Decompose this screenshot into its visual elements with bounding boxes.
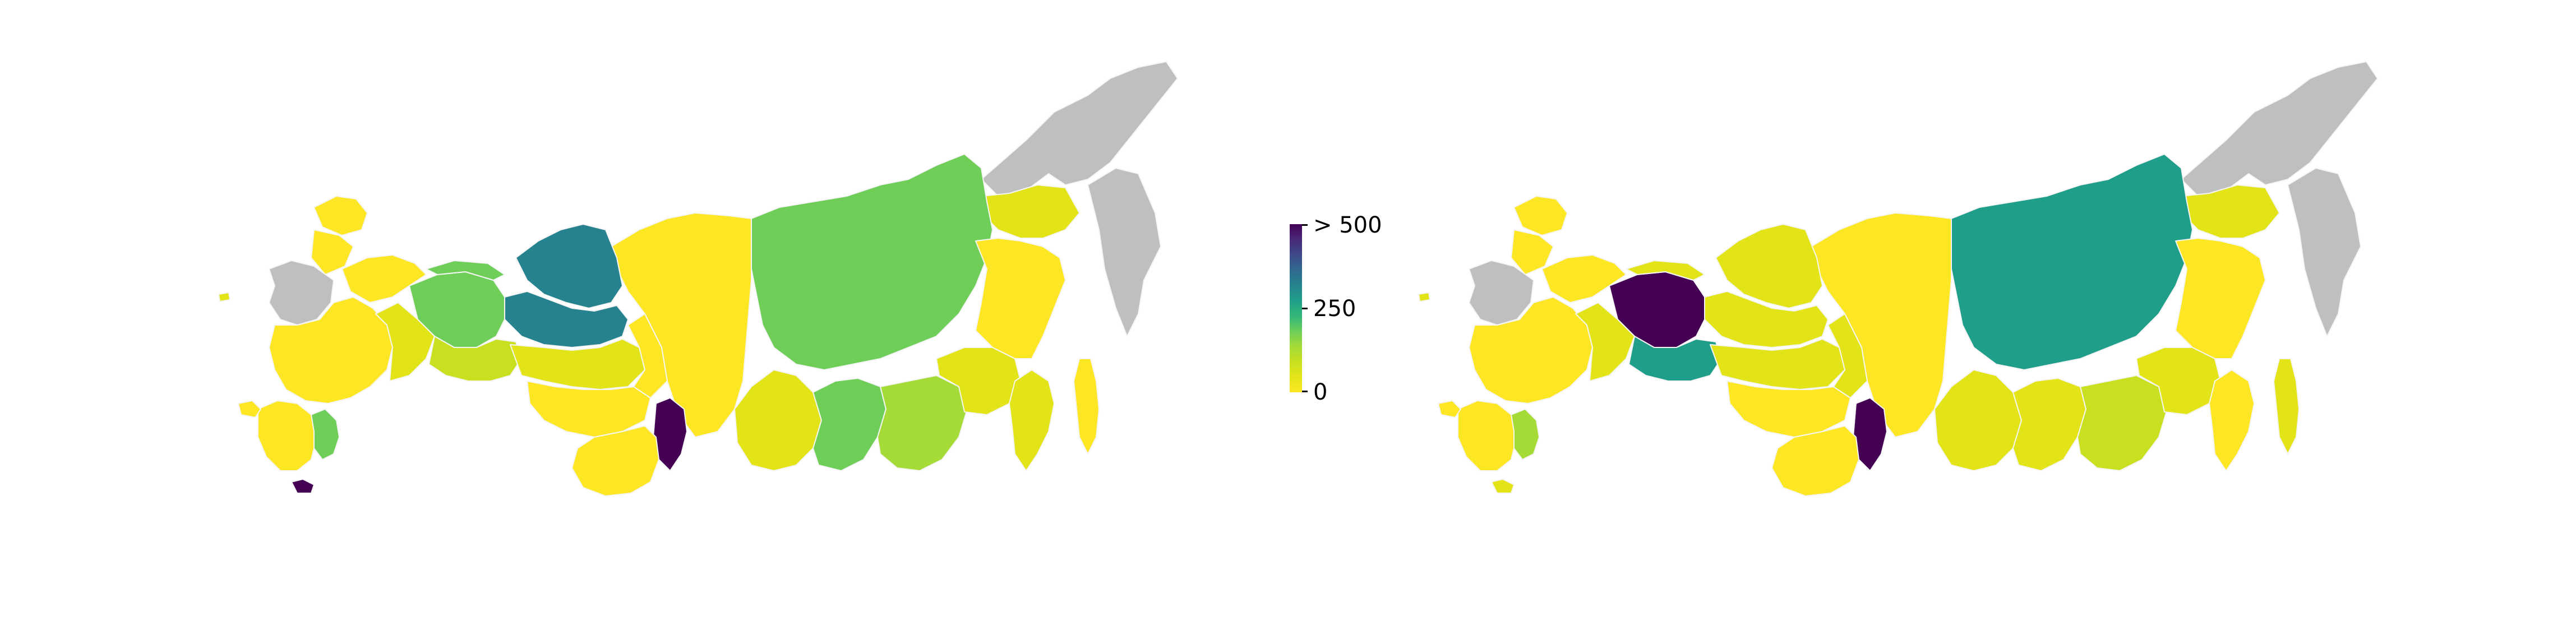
colorbar-min-label: 0 [1313, 379, 1328, 405]
region-crimea [238, 400, 261, 418]
region-khabarovsk [975, 238, 1066, 359]
region-yamalo-nenets [515, 224, 623, 309]
region-tomsk [627, 313, 668, 398]
region-irkutsk [734, 369, 822, 471]
region-nenets [426, 260, 505, 281]
colorbar-tick-mid [1302, 308, 1308, 309]
region-sakha [751, 154, 993, 370]
region-caucasus-west [1457, 400, 1517, 471]
region-altai [1771, 425, 1859, 497]
colorbar-max-label: > 500 [1313, 212, 1382, 238]
region-omsk-novosibirsk [527, 381, 651, 438]
region-european-core [269, 296, 393, 404]
region-sakhalin [2273, 358, 2300, 454]
map-left-svg [218, 61, 1178, 497]
choropleth-map-right [1413, 45, 2422, 527]
region-zabaykalsky [2077, 375, 2168, 471]
map-right-svg [1418, 61, 2378, 497]
region-caucasus-east [311, 409, 340, 460]
region-crimea [1438, 400, 1461, 418]
region-northwest-central [1469, 260, 1534, 326]
region-khanty-mansi [504, 291, 629, 348]
region-magadan [981, 184, 1080, 239]
region-dagestan [1491, 479, 1515, 494]
choropleth-map-left [213, 45, 1222, 527]
region-dagestan [291, 479, 315, 494]
region-european-core [1469, 296, 1593, 404]
region-zabaykalsky [877, 375, 968, 471]
region-primorye [1009, 369, 1055, 471]
region-murmansk [1513, 196, 1568, 236]
colorbar-tick-min [1302, 391, 1308, 392]
region-sakha [1951, 154, 2193, 370]
region-tomsk [1827, 313, 1868, 398]
region-kamchatka [1087, 168, 1161, 337]
region-arkhangelsk [341, 254, 427, 303]
region-magadan [2181, 184, 2280, 239]
region-khanty-mansi [1704, 291, 1829, 348]
regions-left [218, 61, 1178, 497]
region-buryatia [2012, 378, 2086, 471]
region-caucasus-east [1511, 409, 1540, 460]
region-arkhangelsk [1541, 254, 1627, 303]
region-northwest-central [269, 260, 334, 326]
region-caucasus-west [257, 400, 317, 471]
colorbar-tick-max [1302, 224, 1308, 226]
region-buryatia [812, 378, 887, 471]
region-kaliningrad [218, 292, 230, 302]
region-kamchatka [2287, 168, 2361, 337]
region-volga [375, 302, 435, 382]
region-chukotka [2181, 61, 2378, 197]
region-altai [571, 425, 659, 497]
region-ural [1628, 336, 1722, 382]
region-karelia [1511, 229, 1554, 275]
region-karelia [311, 229, 354, 275]
region-kaliningrad [1418, 292, 1430, 302]
region-yamalo-nenets [1715, 224, 1823, 309]
region-chukotka [981, 61, 1178, 197]
region-khabarovsk [2175, 238, 2266, 359]
regions-right [1418, 61, 2378, 497]
region-irkutsk [1934, 369, 2022, 471]
region-murmansk [313, 196, 368, 236]
region-ural [428, 336, 522, 382]
region-omsk-novosibirsk [1726, 381, 1851, 438]
region-sakhalin [1073, 358, 1100, 454]
colorbar-mid-label: 250 [1313, 296, 1356, 322]
region-volga [1575, 302, 1635, 382]
colorbar [1290, 224, 1302, 392]
region-nenets [1626, 260, 1705, 281]
region-primorye [2209, 369, 2255, 471]
